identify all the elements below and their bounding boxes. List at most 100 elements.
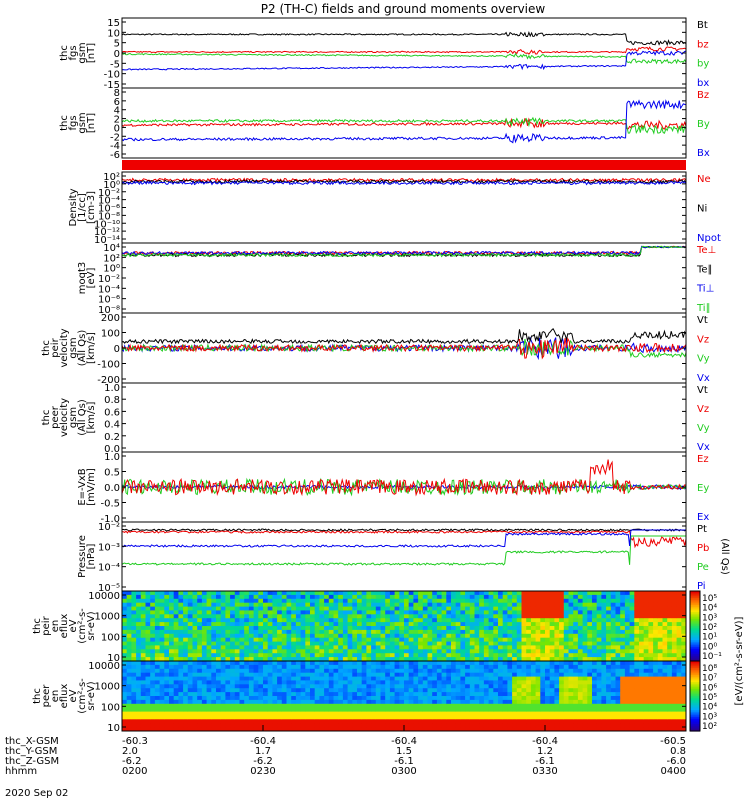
colorbar-cell bbox=[690, 720, 700, 723]
spectrogram-cell bbox=[545, 591, 551, 596]
spectrogram-cell bbox=[526, 699, 532, 705]
spectrogram-cell bbox=[342, 610, 348, 615]
spectrogram-cell bbox=[234, 653, 240, 658]
colorbar-cell bbox=[690, 690, 700, 694]
spectrogram-cell bbox=[662, 668, 668, 674]
spectrogram-cell bbox=[535, 649, 541, 654]
spectrogram-cell bbox=[549, 641, 555, 646]
spectrogram-cell bbox=[483, 703, 489, 709]
spectrogram-cell bbox=[662, 723, 668, 728]
spectrogram-cell bbox=[197, 649, 203, 654]
spectrogram-cell bbox=[413, 598, 419, 604]
spectrogram-cell bbox=[314, 610, 320, 615]
spectrogram-cell bbox=[366, 696, 372, 701]
spectrogram-cell bbox=[300, 618, 306, 623]
spectrogram-cell bbox=[394, 598, 400, 604]
spectrogram-cell bbox=[526, 618, 532, 623]
spectrogram-cell bbox=[187, 711, 193, 716]
spectrogram-cell bbox=[159, 626, 165, 631]
spectrogram-cell bbox=[413, 591, 419, 596]
spectrogram-cell bbox=[342, 703, 348, 709]
spectrogram-cell bbox=[568, 626, 574, 631]
spectrogram-cell bbox=[535, 641, 541, 646]
spectrogram-cell bbox=[465, 626, 471, 631]
spectrogram-cell bbox=[587, 629, 593, 635]
spectrogram-cell bbox=[357, 633, 363, 639]
spectrogram-cell bbox=[150, 649, 156, 654]
spectrogram-cell bbox=[154, 602, 160, 607]
colorbar-tick: 10⁴ bbox=[702, 604, 717, 614]
spectrogram-cell bbox=[526, 664, 532, 670]
spectrogram-cell bbox=[286, 699, 292, 705]
spectrogram-cell bbox=[418, 672, 424, 677]
ephem-value: 1.2 bbox=[537, 746, 553, 757]
spectrogram-cell bbox=[154, 614, 160, 619]
spectrogram-cell bbox=[488, 641, 494, 646]
spectrogram-cell bbox=[380, 715, 386, 720]
spectrogram-cell bbox=[483, 649, 489, 654]
spectrogram-cell bbox=[319, 680, 325, 685]
spectrogram-cell bbox=[324, 676, 330, 681]
spectrogram-cell bbox=[563, 637, 569, 642]
spectrogram-cell bbox=[361, 598, 367, 604]
spectrogram-cell bbox=[295, 629, 301, 635]
spectrogram-cell bbox=[559, 676, 565, 681]
spectrogram-cell bbox=[634, 680, 640, 685]
spectrogram-cell bbox=[563, 664, 569, 670]
spectrogram-cell bbox=[601, 602, 607, 607]
spectrogram-cell bbox=[624, 622, 630, 627]
spectrogram-cell bbox=[643, 645, 649, 650]
spectrogram-cell bbox=[357, 653, 363, 658]
spectrogram-cell bbox=[248, 606, 254, 611]
colorbar-cell bbox=[690, 636, 700, 639]
spectrogram-cell bbox=[535, 606, 541, 611]
spectrogram-cell bbox=[310, 664, 316, 670]
spectrogram-cell bbox=[404, 591, 410, 596]
spectrogram-cell bbox=[582, 641, 588, 646]
spectrogram-cell bbox=[239, 641, 245, 646]
spectrogram-cell bbox=[371, 606, 377, 611]
spectrogram-cell bbox=[535, 719, 541, 724]
spectrogram-cell bbox=[178, 719, 184, 724]
spectrogram-cell bbox=[187, 703, 193, 709]
ylabel-line: (cm²-s- bbox=[77, 678, 88, 714]
spectrogram-cell bbox=[131, 684, 137, 689]
spectrogram-cell bbox=[493, 688, 499, 693]
spectrogram-cell bbox=[310, 598, 316, 604]
spectrogram-cell bbox=[653, 684, 659, 689]
spectrogram-cell bbox=[399, 614, 405, 619]
spectrogram-cell bbox=[483, 591, 489, 596]
spectrogram-cell bbox=[451, 594, 457, 600]
spectrogram-cell bbox=[333, 680, 339, 685]
spectrogram-cell bbox=[483, 711, 489, 716]
spectrogram-cell bbox=[178, 649, 184, 654]
spectrogram-cell bbox=[648, 699, 654, 705]
spectrogram-cell bbox=[272, 591, 278, 596]
spectrogram-cell bbox=[643, 711, 649, 716]
spectrogram-cell bbox=[629, 637, 635, 642]
ytick-label: 0.6 bbox=[104, 407, 120, 418]
spectrogram-cell bbox=[488, 711, 494, 716]
spectrogram-cell bbox=[413, 719, 419, 724]
spectrogram-cell bbox=[366, 684, 372, 689]
colorbar-cell bbox=[690, 638, 700, 641]
spectrogram-cell bbox=[568, 657, 574, 662]
spectrogram-cell bbox=[211, 598, 217, 604]
spectrogram-cell bbox=[239, 661, 245, 666]
spectrogram-cell bbox=[460, 672, 466, 677]
spectrogram-cell bbox=[615, 626, 621, 631]
spectrogram-cell bbox=[606, 676, 612, 681]
spectrogram-cell bbox=[422, 622, 428, 627]
spectrogram-cell bbox=[389, 649, 395, 654]
spectrogram-cell bbox=[389, 614, 395, 619]
spectrogram-cell bbox=[310, 723, 316, 728]
spectrogram-cell bbox=[131, 598, 137, 604]
spectrogram-cell bbox=[197, 676, 203, 681]
spectrogram-cell bbox=[248, 684, 254, 689]
spectrogram-cell bbox=[375, 618, 381, 623]
spectrogram-cell bbox=[230, 633, 236, 639]
spectrogram-cell bbox=[573, 699, 579, 705]
spectrogram-cell bbox=[460, 606, 466, 611]
spectrogram-cell bbox=[380, 711, 386, 716]
spectrogram-cell bbox=[662, 727, 668, 732]
